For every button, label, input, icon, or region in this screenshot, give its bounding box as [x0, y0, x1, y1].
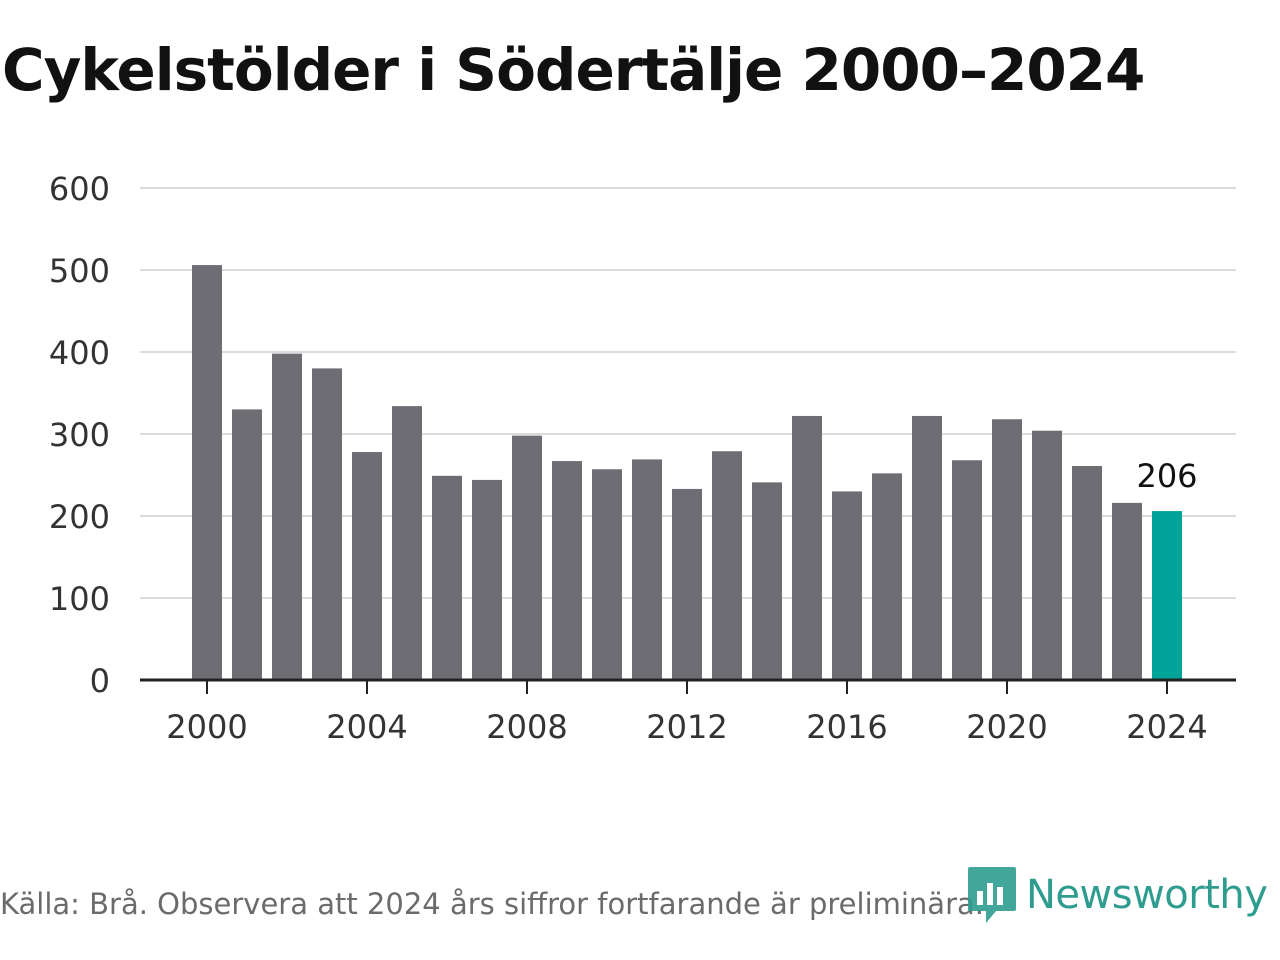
bar-2001	[232, 409, 262, 680]
bar-2010	[592, 469, 622, 680]
bar-2020	[992, 419, 1022, 680]
bar-2017	[872, 473, 902, 680]
bar-2005	[392, 406, 422, 680]
bar-2015	[792, 415, 822, 680]
x-tick-label: 2024	[1126, 708, 1207, 746]
bar-2006	[432, 475, 462, 680]
y-tick-label: 0	[90, 662, 110, 700]
source-note: Källa: Brå. Observera att 2024 års siffr…	[0, 887, 984, 921]
chart-title: Cykelstölder i Södertälje 2000–2024	[2, 36, 1145, 104]
x-tick-label: 2000	[166, 708, 247, 746]
brand-name: Newsworthy	[1026, 872, 1268, 918]
bar-2021	[1032, 430, 1062, 680]
x-tick-label: 2016	[806, 708, 887, 746]
bar-2007	[472, 479, 502, 680]
bar-2011	[632, 459, 662, 680]
data-label-2024: 206	[1136, 457, 1197, 495]
bar-2000	[192, 265, 222, 680]
bar-2019	[952, 460, 982, 680]
brand-logo: Newsworthy	[966, 865, 1268, 925]
bar-2014	[752, 482, 782, 680]
x-tick-label: 2008	[486, 708, 567, 746]
y-tick-label: 400	[49, 334, 110, 372]
bar-2002	[272, 353, 302, 680]
bar-2022	[1072, 465, 1102, 680]
bar-2004	[352, 452, 382, 680]
bar-2024	[1152, 511, 1182, 680]
x-tick-label: 2020	[966, 708, 1047, 746]
bar-2009	[552, 461, 582, 680]
bar-2013	[712, 451, 742, 680]
x-tick-label: 2004	[326, 708, 407, 746]
y-tick-label: 100	[49, 580, 110, 618]
bar-2018	[912, 415, 942, 680]
bar-2003	[312, 368, 342, 680]
bar-2016	[832, 491, 862, 680]
y-tick-label: 200	[49, 498, 110, 536]
x-tick-label: 2012	[646, 708, 727, 746]
bar-2023	[1112, 502, 1142, 680]
y-tick-label: 500	[49, 252, 110, 290]
newsworthy-logo-icon	[968, 867, 1016, 923]
y-tick-label: 600	[49, 170, 110, 208]
bar-2008	[512, 435, 542, 680]
bar-2012	[672, 488, 702, 680]
y-tick-label: 300	[49, 416, 110, 454]
